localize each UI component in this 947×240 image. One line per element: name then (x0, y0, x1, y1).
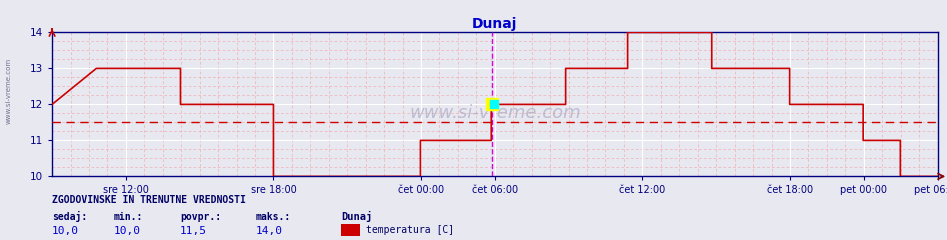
Text: 10,0: 10,0 (114, 226, 141, 236)
Text: 14,0: 14,0 (256, 226, 283, 236)
Text: 11,5: 11,5 (180, 226, 207, 236)
Text: 10,0: 10,0 (52, 226, 80, 236)
Title: Dunaj: Dunaj (473, 17, 517, 31)
Text: min.:: min.: (114, 212, 143, 222)
Text: www.si-vreme.com: www.si-vreme.com (6, 58, 11, 124)
Text: maks.:: maks.: (256, 212, 291, 222)
Text: sedaj:: sedaj: (52, 210, 87, 222)
Text: temperatura [C]: temperatura [C] (366, 225, 454, 235)
Text: www.si-vreme.com: www.si-vreme.com (409, 104, 581, 122)
Text: povpr.:: povpr.: (180, 212, 221, 222)
Text: Dunaj: Dunaj (341, 210, 372, 222)
Text: ZGODOVINSKE IN TRENUTNE VREDNOSTI: ZGODOVINSKE IN TRENUTNE VREDNOSTI (52, 195, 246, 205)
